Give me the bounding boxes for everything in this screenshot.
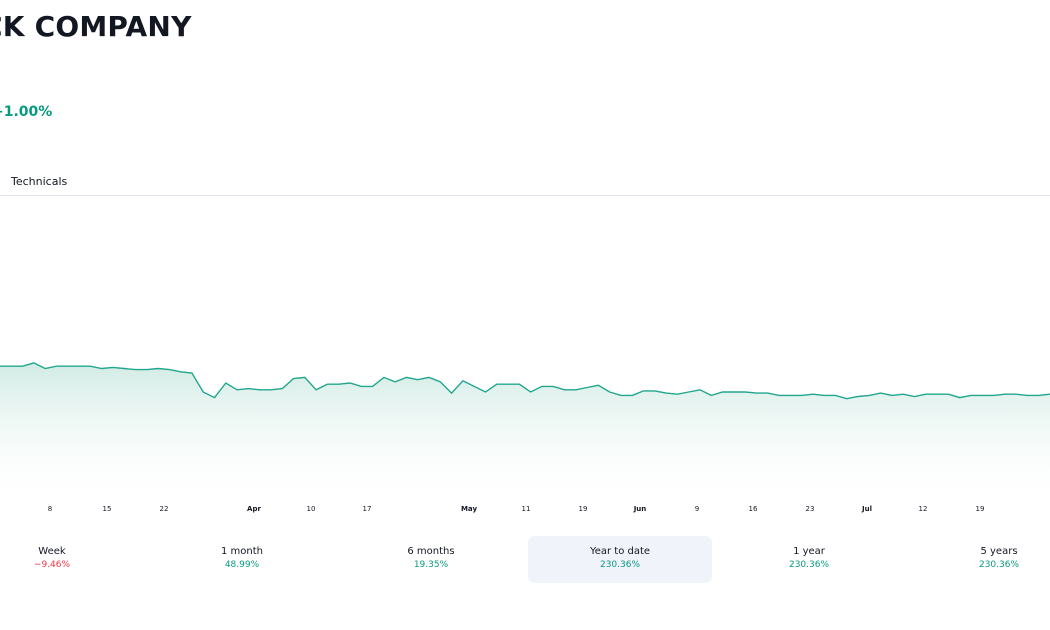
period-5-years[interactable]: 5 years 230.36% <box>907 536 1050 583</box>
x-tick-label: 9 <box>695 505 699 513</box>
x-tick-label: 22 <box>160 505 169 513</box>
period-value: 230.36% <box>788 560 830 570</box>
chart-area-fill <box>0 362 1050 495</box>
price-change-percent: +1.00% <box>0 104 53 120</box>
x-tick-label: 11 <box>522 505 531 513</box>
period-value: 230.36% <box>599 560 641 570</box>
x-tick-label: 16 <box>749 505 758 513</box>
period-value: 48.99% <box>224 560 260 570</box>
x-tick-label: 15 <box>103 505 112 513</box>
period-1-month[interactable]: 1 month 48.99% <box>150 536 334 583</box>
period-year-to-date[interactable]: Year to date 230.36% <box>528 536 712 583</box>
x-tick-label: 19 <box>579 505 588 513</box>
period-value: −9.46% <box>33 560 71 570</box>
tabs-divider <box>0 195 1050 196</box>
period-label: Week <box>38 546 66 557</box>
period-label: 1 year <box>793 546 825 557</box>
chart-price-line <box>0 362 1050 400</box>
performance-periods: Week −9.46% 1 month 48.99% 6 months 19.3… <box>0 536 1050 583</box>
period-1-year[interactable]: 1 year 230.36% <box>717 536 901 583</box>
price-area-chart[interactable]: 8 15 22 Apr 10 17 May 11 19 Jun 9 16 23 Jul 12 19 <box>0 200 1050 520</box>
x-tick-label: 17 <box>363 505 372 513</box>
x-tick-label: 8 <box>48 505 52 513</box>
x-tick-label: 19 <box>976 505 985 513</box>
x-tick-label: 10 <box>307 505 316 513</box>
x-tick-label: Apr <box>247 505 261 513</box>
period-value: 19.35% <box>413 560 449 570</box>
x-tick-label: 12 <box>919 505 928 513</box>
x-tick-label: Jun <box>633 505 647 513</box>
period-6-months[interactable]: 6 months 19.35% <box>339 536 523 583</box>
period-label: Year to date <box>589 546 651 557</box>
tab-technicals[interactable]: Technicals <box>11 175 68 188</box>
company-title: CK COMPANY <box>0 10 192 43</box>
x-tick-label: Jul <box>861 505 872 513</box>
period-label: 5 years <box>980 546 1018 557</box>
x-tick-label: May <box>461 505 477 513</box>
period-label: 6 months <box>407 546 455 557</box>
x-tick-label: 23 <box>806 505 815 513</box>
period-value: 230.36% <box>978 560 1020 570</box>
period-week[interactable]: Week −9.46% <box>0 536 144 583</box>
period-label: 1 month <box>221 546 263 557</box>
